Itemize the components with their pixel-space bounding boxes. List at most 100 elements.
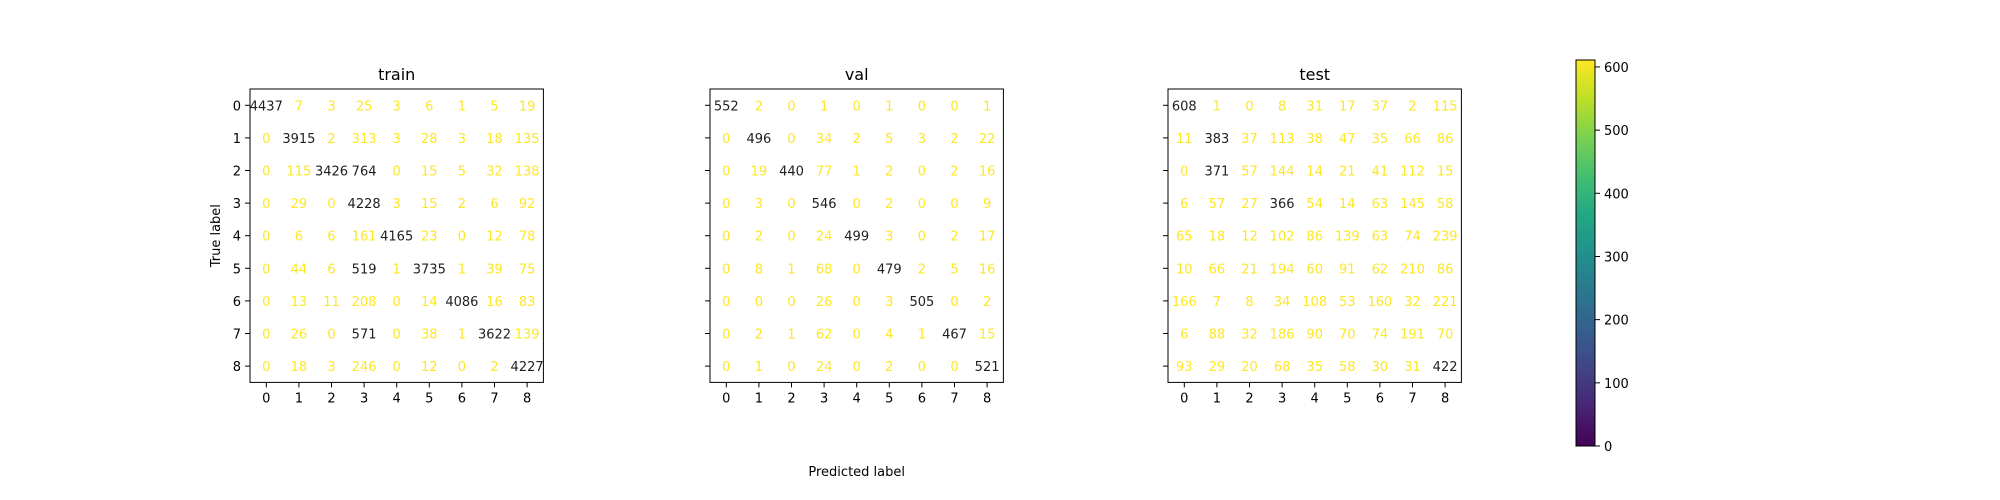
cell-value: 6 [1180,328,1188,343]
cell-value: 505 [909,295,934,310]
cell-value: 194 [1270,262,1295,277]
y-tick-label: 5 [233,262,241,277]
cell-value: 0 [853,262,861,277]
cell-value: 2 [755,230,763,245]
y-tick-label: 1 [233,132,241,147]
x-tick-label: 6 [1376,391,1384,406]
y-tick-label: 7 [233,328,241,343]
cell-value: 86 [1437,132,1454,147]
cell-value: 166 [1172,295,1197,310]
cell-value: 25 [356,99,373,114]
cell-value: 2 [1408,99,1416,114]
cell-value: 35 [1372,132,1389,147]
cell-value: 17 [1339,99,1356,114]
cell-value: 139 [515,328,540,343]
cell-value: 1 [458,328,466,343]
cell-value: 68 [1274,360,1291,375]
cell-value: 8 [1278,99,1286,114]
cell-value: 571 [352,328,377,343]
cell-value: 75 [519,262,536,277]
cell-value: 86 [1306,230,1323,245]
cell-value: 0 [722,295,730,310]
y-tick-label: 4 [233,230,241,245]
cell-value: 0 [262,295,270,310]
x-tick-label: 5 [425,391,433,406]
cell-value: 0 [853,197,861,212]
cell-value: 115 [286,165,311,180]
cell-value: 2 [918,262,926,277]
cell-value: 3 [393,99,401,114]
cell-value: 608 [1172,99,1197,114]
cell-value: 12 [421,360,438,375]
cell-value: 4437 [250,99,283,114]
cell-value: 34 [816,132,833,147]
cell-value: 35 [1306,360,1323,375]
cell-value: 10 [1176,262,1193,277]
cell-value: 6 [327,230,335,245]
cell-value: 65 [1176,230,1193,245]
x-tick-label: 1 [755,391,763,406]
cell-value: 34 [1274,295,1291,310]
cell-value: 9 [983,197,991,212]
cell-value: 24 [816,360,833,375]
cell-value: 86 [1437,262,1454,277]
cell-value: 57 [1209,197,1226,212]
cell-value: 3 [918,132,926,147]
cell-value: 18 [486,132,503,147]
cell-value: 191 [1400,328,1425,343]
cell-value: 2 [458,197,466,212]
cell-value: 0 [787,99,795,114]
cell-value: 0 [262,360,270,375]
cell-value: 0 [393,328,401,343]
cell-value: 8 [755,262,763,277]
cell-value: 186 [1270,328,1295,343]
cell-value: 519 [352,262,377,277]
x-tick-label: 6 [458,391,466,406]
y-tick-label: 3 [233,197,241,212]
cell-value: 0 [787,360,795,375]
cell-value: 11 [1176,132,1193,147]
cell-value: 3 [327,360,335,375]
cell-value: 0 [393,165,401,180]
x-tick-label: 1 [295,391,303,406]
cell-value: 366 [1270,197,1295,212]
cell-value: 108 [1302,295,1327,310]
x-tick-label: 1 [1213,391,1221,406]
cell-value: 62 [1372,262,1389,277]
cell-value: 70 [1339,328,1356,343]
cell-value: 15 [421,165,438,180]
cell-value: 38 [421,328,438,343]
cell-value: 0 [262,230,270,245]
y-tick-label: 0 [233,99,241,114]
cell-value: 0 [458,230,466,245]
cell-value: 0 [722,197,730,212]
cell-value: 0 [458,360,466,375]
cell-value: 422 [1433,360,1458,375]
cell-value: 479 [877,262,902,277]
colorbar-tick-label: 300 [1604,250,1629,265]
cell-value: 7 [1213,295,1221,310]
cell-value: 15 [979,328,996,343]
cell-value: 3622 [478,328,511,343]
cell-value: 0 [853,360,861,375]
cell-value: 4228 [348,197,381,212]
cell-value: 37 [1241,132,1258,147]
cell-value: 160 [1367,295,1392,310]
cell-value: 0 [787,197,795,212]
cell-value: 440 [779,165,804,180]
cell-value: 135 [515,132,540,147]
cell-value: 21 [1339,165,1356,180]
cell-value: 93 [1176,360,1193,375]
cell-value: 91 [1339,262,1356,277]
cell-value: 47 [1339,132,1356,147]
cell-value: 0 [918,360,926,375]
cell-value: 313 [352,132,377,147]
x-tick-label: 7 [1408,391,1416,406]
cell-value: 0 [722,165,730,180]
cell-value: 63 [1372,230,1389,245]
cell-value: 3915 [282,132,315,147]
cell-value: 0 [722,132,730,147]
cell-value: 2 [755,328,763,343]
cell-value: 14 [1339,197,1356,212]
y-axis-label: True label [209,204,224,268]
